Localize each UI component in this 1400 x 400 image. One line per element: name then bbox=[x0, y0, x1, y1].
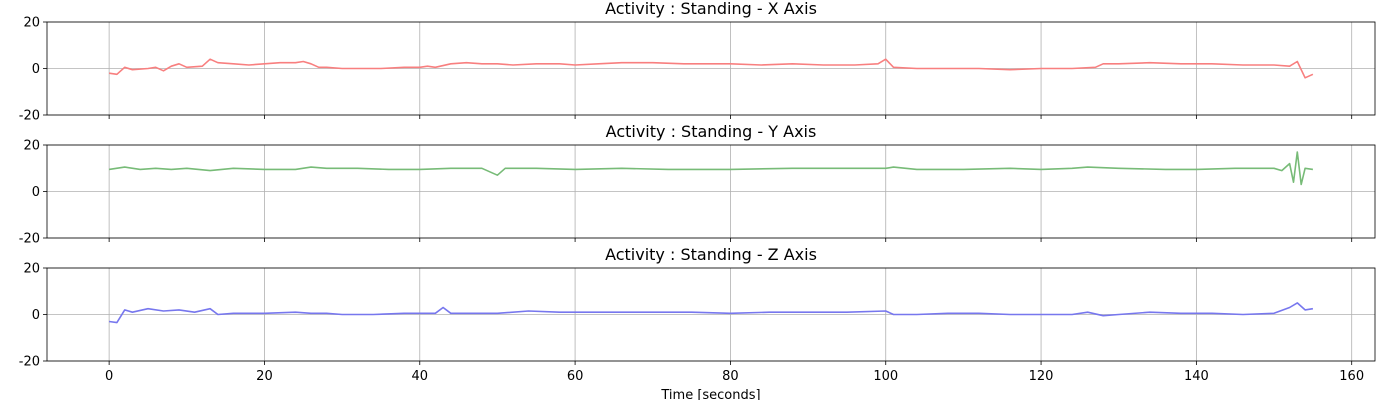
y-tick-label: 0 bbox=[32, 308, 40, 323]
x-tick-label: 60 bbox=[567, 369, 584, 384]
x-tick-label: 80 bbox=[722, 369, 739, 384]
y-tick-label: -20 bbox=[19, 109, 40, 124]
y-tick-label: 20 bbox=[23, 16, 40, 31]
y-tick-label: 0 bbox=[32, 185, 40, 200]
x-tick-label: 140 bbox=[1184, 369, 1209, 384]
x-tick-label: 20 bbox=[256, 369, 273, 384]
y-tick-label: 20 bbox=[23, 262, 40, 277]
panel-title-2: Activity : Standing - Y Axis bbox=[606, 122, 817, 141]
x-axis-label: Time [seconds] bbox=[660, 388, 760, 400]
panel-title-3: Activity : Standing - Z Axis bbox=[605, 245, 817, 264]
series-line-panel-3 bbox=[109, 303, 1313, 323]
y-tick-label: 20 bbox=[23, 139, 40, 154]
x-tick-label: 160 bbox=[1339, 369, 1364, 384]
panel-title-1: Activity : Standing - X Axis bbox=[605, 0, 817, 18]
x-tick-label: 40 bbox=[411, 369, 428, 384]
y-tick-label: 0 bbox=[32, 62, 40, 77]
x-tick-label: 100 bbox=[873, 369, 898, 384]
y-tick-label: -20 bbox=[19, 355, 40, 370]
x-tick-label: 0 bbox=[105, 369, 113, 384]
x-tick-label: 120 bbox=[1029, 369, 1054, 384]
y-tick-label: -20 bbox=[19, 232, 40, 247]
series-line-panel-2 bbox=[109, 152, 1313, 185]
